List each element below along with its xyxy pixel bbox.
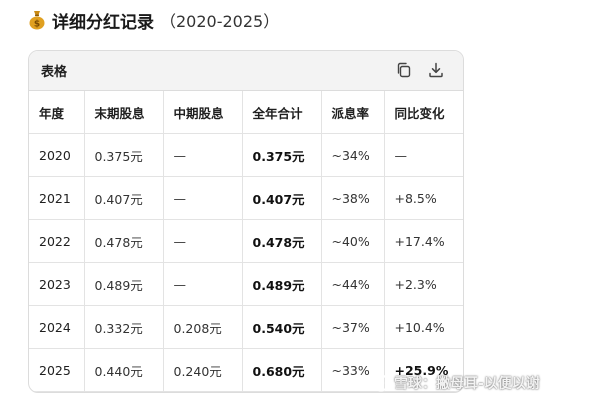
cell-yoy-change: +8.5% [384,176,463,220]
table-header-row: 年度 末期股息 中期股息 全年合计 派息率 同比变化 [29,91,463,134]
cell-year: 2023 [29,262,85,306]
cell-yoy-change: +2.3% [384,262,463,306]
cell-interim-dividend: 0.208元 [163,305,243,349]
cell-final-dividend: 0.489元 [84,262,164,306]
table-row: 2023 0.489元 — 0.489元 ~44% +2.3% [29,262,463,306]
copy-icon[interactable] [395,61,413,79]
cell-payout-ratio: ~34% [321,133,385,177]
cell-final-dividend: 0.478元 [84,219,164,263]
cell-interim-dividend: — [163,176,243,220]
cell-payout-ratio: ~40% [321,219,385,263]
table-row: 2024 0.332元 0.208元 0.540元 ~37% +10.4% [29,305,463,349]
cell-final-dividend: 0.375元 [84,133,164,177]
svg-text:$: $ [34,20,40,30]
cell-interim-dividend: — [163,133,243,177]
snowball-logo-icon [372,374,390,392]
header-yoy-change: 同比变化 [384,91,463,134]
cell-annual-total: 0.489元 [242,262,322,306]
header-payout-ratio: 派息率 [321,91,385,134]
cell-annual-total: 0.680元 [242,348,322,392]
cell-final-dividend: 0.332元 [84,305,164,349]
dividend-table: 年度 末期股息 中期股息 全年合计 派息率 同比变化 2020 0.375元 —… [29,91,463,392]
cell-yoy-change: — [384,133,463,177]
table-row: 2021 0.407元 — 0.407元 ~38% +8.5% [29,176,463,220]
cell-annual-total: 0.375元 [242,133,322,177]
cell-payout-ratio: ~44% [321,262,385,306]
cell-year: 2024 [29,305,85,349]
cell-yoy-change: +10.4% [384,305,463,349]
header-year: 年度 [29,91,85,134]
watermark-text: 雪球：撇母耳-以便以谢 [394,376,540,392]
cell-year: 2025 [29,348,85,392]
table-card: 表格 年度 末期股息 中期股息 全年合计 派息率 同比变化 [28,50,464,393]
money-bag-icon: $ [29,11,45,30]
cell-yoy-change: +17.4% [384,219,463,263]
cell-year: 2022 [29,219,85,263]
table-row: 2022 0.478元 — 0.478元 ~40% +17.4% [29,219,463,263]
watermark: 雪球：撇母耳-以便以谢 [372,372,540,394]
header-interim-dividend: 中期股息 [163,91,243,134]
header-final-dividend: 末期股息 [84,91,164,134]
cell-interim-dividend: 0.240元 [163,348,243,392]
cell-payout-ratio: ~38% [321,176,385,220]
table-label: 表格 [41,65,68,80]
cell-annual-total: 0.478元 [242,219,322,263]
cell-payout-ratio: ~37% [321,305,385,349]
table-card-header: 表格 [29,51,463,91]
table-row: 2025 0.440元 0.240元 0.680元 ~33% +25.9% [29,348,463,392]
cell-annual-total: 0.407元 [242,176,322,220]
cell-interim-dividend: — [163,219,243,263]
cell-year: 2020 [29,133,85,177]
cell-final-dividend: 0.407元 [84,176,164,220]
cell-annual-total: 0.540元 [242,305,322,349]
page-title: $ 详细分红记录 （2020-2025） [28,6,279,34]
cell-yoy-change: +25.9% [384,348,463,392]
download-icon[interactable] [427,61,445,79]
title-years: （2020-2025） [160,12,280,31]
table-row: 2020 0.375元 — 0.375元 ~34% — [29,133,463,177]
cell-final-dividend: 0.440元 [84,348,164,392]
title-text: 详细分红记录 [52,12,154,33]
cell-interim-dividend: — [163,262,243,306]
header-annual-total: 全年合计 [242,91,322,134]
cell-year: 2021 [29,176,85,220]
